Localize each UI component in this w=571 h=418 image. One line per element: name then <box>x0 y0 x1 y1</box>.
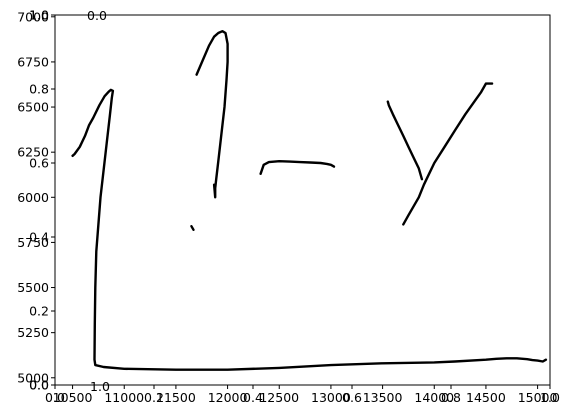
overlay-x-tick-label: 0.6 <box>342 390 362 405</box>
overlay-x-tick-label: 0.0 <box>45 390 65 405</box>
y-tick-label: 5500 <box>17 280 49 295</box>
x-tick-label: 15000 <box>518 390 558 405</box>
x-tick-label: 11500 <box>156 390 196 405</box>
plot-area <box>55 15 550 385</box>
ink-stroke-6 <box>402 82 494 226</box>
overlay-y-tick-label: 0.0 <box>29 378 49 393</box>
ink-stroke-4 <box>259 160 336 175</box>
y-tick-label: 6500 <box>17 100 49 115</box>
y-tick-label: 5250 <box>17 325 49 340</box>
x-tick-label: 11000 <box>104 390 144 405</box>
x-tick-label: 14000 <box>414 390 454 405</box>
overlay-y-tick-label: 0.0 <box>29 378 49 393</box>
y-tick-label: 5750 <box>17 235 49 250</box>
overlay-x-tick-label: 0.2 <box>144 390 164 405</box>
overlay-y-tick-label: 0.6 <box>29 156 49 171</box>
ink-stroke-1 <box>71 88 548 371</box>
x-tick-label: 12500 <box>259 390 299 405</box>
x-tick-label: 13500 <box>363 390 403 405</box>
y-tick-label: 5000 <box>17 370 49 385</box>
ink-stroke-2 <box>190 225 195 231</box>
y-tick-label: 6250 <box>17 145 49 160</box>
x-tick-label: 13000 <box>311 390 351 405</box>
y-tick-label: 7000 <box>17 9 49 24</box>
axis-ticks: 10500 11000 11500 12000 12500 13000 13500 14000… <box>17 8 560 406</box>
overlay-y-tick-label: 0.2 <box>29 304 49 319</box>
overlay-x-tick-label: 1.0 <box>540 390 560 405</box>
ink-stroke-3 <box>195 30 229 199</box>
plot-frame <box>54 14 551 386</box>
y-tick-label: 6000 <box>17 190 49 205</box>
x-tick-label: 10500 <box>53 390 93 405</box>
x-tick-label: 14500 <box>466 390 506 405</box>
overlay-x-tick-label: 1.0 <box>90 379 110 394</box>
overlay-y-tick-label: 1.0 <box>29 8 49 23</box>
ink-stroke-5 <box>386 100 424 181</box>
overlay-x-tick-label: 0.8 <box>441 390 461 405</box>
x-tick-label: 12000 <box>208 390 248 405</box>
overlay-y-tick-label: 0.4 <box>29 230 49 245</box>
overlay-y-tick-label: 0.8 <box>29 82 49 97</box>
y-tick-label: 6750 <box>17 54 49 69</box>
overlay-x-tick-label: 0.4 <box>243 390 263 405</box>
overlay-y-tick-label: 1.0 <box>29 8 49 23</box>
chart-lines <box>71 30 548 371</box>
